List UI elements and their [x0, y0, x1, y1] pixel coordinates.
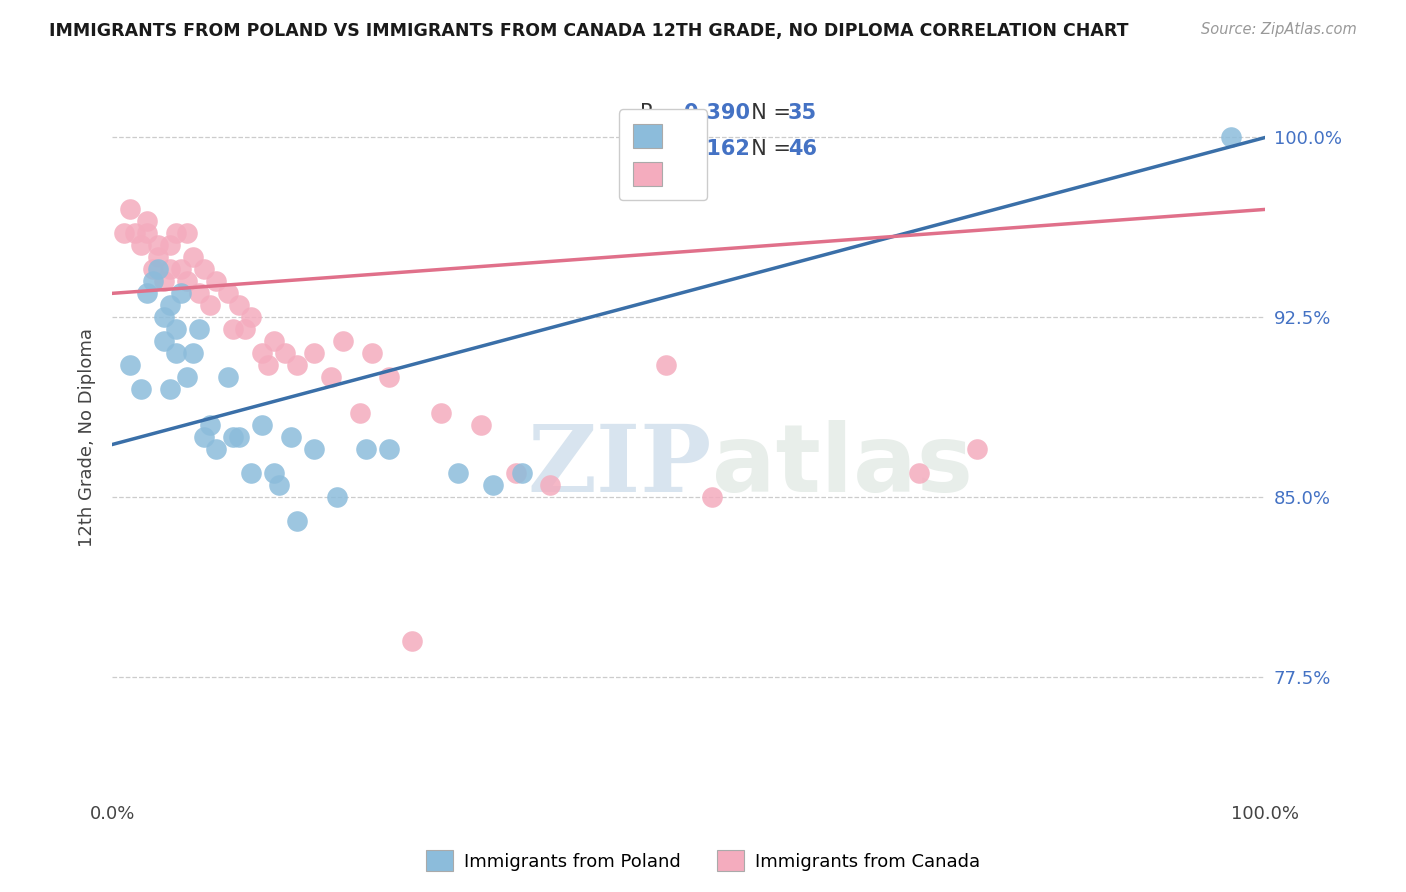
Point	[228, 298, 250, 312]
Point	[510, 467, 533, 481]
Point	[200, 418, 222, 433]
Point	[263, 334, 285, 349]
Point	[200, 298, 222, 312]
Point	[181, 251, 204, 265]
Text: Source: ZipAtlas.com: Source: ZipAtlas.com	[1201, 22, 1357, 37]
Text: 0.162: 0.162	[685, 138, 751, 159]
Point	[1219, 130, 1241, 145]
Point	[217, 370, 239, 384]
Point	[159, 298, 181, 312]
Point	[165, 322, 187, 336]
Point	[124, 227, 146, 241]
Point	[285, 359, 308, 373]
Text: atlas: atlas	[711, 420, 973, 512]
Text: 0.390: 0.390	[685, 103, 751, 122]
Point	[250, 346, 273, 360]
Point	[135, 227, 157, 241]
Point	[263, 467, 285, 481]
Y-axis label: 12th Grade, No Diploma: 12th Grade, No Diploma	[79, 327, 96, 547]
Point	[239, 310, 262, 325]
Point	[193, 430, 215, 444]
Legend:    ,    : ,	[619, 110, 707, 201]
Point	[217, 286, 239, 301]
Point	[159, 262, 181, 277]
Text: N =: N =	[738, 138, 799, 159]
Point	[222, 430, 245, 444]
Point	[349, 406, 371, 420]
Point	[481, 478, 503, 492]
Text: 46: 46	[787, 138, 817, 159]
Text: N =: N =	[738, 103, 799, 122]
Text: ZIP: ZIP	[527, 421, 711, 511]
Point	[326, 490, 349, 504]
Point	[228, 430, 250, 444]
Point	[280, 430, 302, 444]
Legend: Immigrants from Poland, Immigrants from Canada: Immigrants from Poland, Immigrants from …	[419, 843, 987, 879]
Point	[250, 418, 273, 433]
Point	[966, 442, 988, 457]
Text: R =: R =	[640, 138, 686, 159]
Point	[118, 359, 141, 373]
Point	[222, 322, 245, 336]
Point	[302, 346, 325, 360]
Point	[142, 262, 165, 277]
Point	[285, 514, 308, 528]
Point	[908, 467, 931, 481]
Point	[239, 467, 262, 481]
Point	[378, 370, 401, 384]
Point	[176, 370, 198, 384]
Text: 35: 35	[787, 103, 817, 122]
Point	[135, 214, 157, 228]
Point	[135, 286, 157, 301]
Point	[205, 442, 228, 457]
Point	[205, 274, 228, 288]
Point	[257, 359, 280, 373]
Point	[700, 490, 723, 504]
Point	[176, 274, 198, 288]
Point	[187, 286, 209, 301]
Point	[655, 359, 678, 373]
Point	[321, 370, 343, 384]
Point	[470, 418, 492, 433]
Point	[165, 346, 187, 360]
Point	[170, 286, 193, 301]
Point	[540, 478, 562, 492]
Point	[112, 227, 135, 241]
Text: IMMIGRANTS FROM POLAND VS IMMIGRANTS FROM CANADA 12TH GRADE, NO DIPLOMA CORRELAT: IMMIGRANTS FROM POLAND VS IMMIGRANTS FRO…	[49, 22, 1129, 40]
Point	[118, 202, 141, 217]
Point	[129, 238, 152, 252]
Point	[142, 274, 165, 288]
Text: R =: R =	[640, 103, 686, 122]
Point	[165, 227, 187, 241]
Point	[176, 227, 198, 241]
Point	[378, 442, 401, 457]
Point	[505, 467, 527, 481]
Point	[302, 442, 325, 457]
Point	[148, 251, 170, 265]
Point	[129, 382, 152, 396]
Point	[193, 262, 215, 277]
Point	[233, 322, 256, 336]
Point	[269, 478, 291, 492]
Point	[159, 238, 181, 252]
Point	[274, 346, 297, 360]
Point	[332, 334, 354, 349]
Point	[430, 406, 453, 420]
Point	[401, 634, 423, 648]
Point	[170, 262, 193, 277]
Point	[148, 238, 170, 252]
Point	[187, 322, 209, 336]
Point	[159, 382, 181, 396]
Point	[360, 346, 382, 360]
Point	[153, 310, 176, 325]
Point	[181, 346, 204, 360]
Point	[153, 334, 176, 349]
Point	[148, 262, 170, 277]
Point	[447, 467, 470, 481]
Point	[153, 274, 176, 288]
Point	[354, 442, 377, 457]
